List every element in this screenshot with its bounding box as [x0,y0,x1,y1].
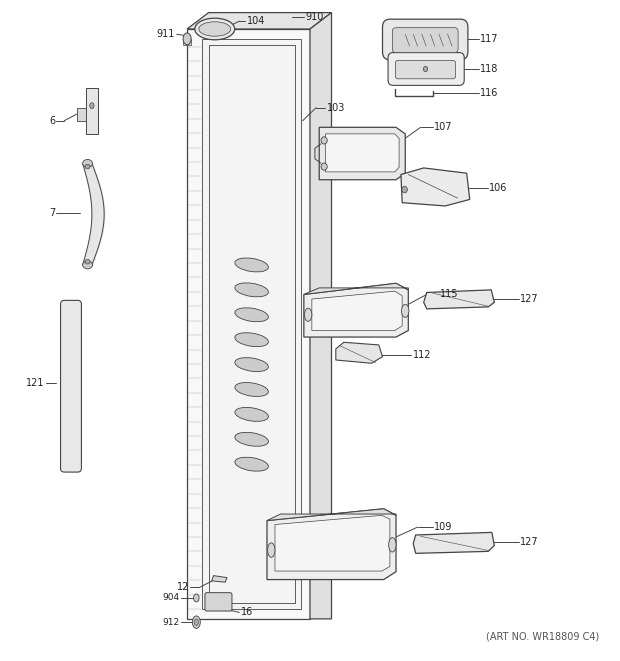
Text: 106: 106 [489,182,508,192]
Text: 7: 7 [49,208,55,217]
Ellipse shape [183,33,191,45]
Text: 127: 127 [520,537,539,547]
Ellipse shape [192,616,200,629]
Ellipse shape [389,537,396,552]
FancyBboxPatch shape [396,60,456,79]
Polygon shape [275,516,390,571]
Ellipse shape [90,102,94,108]
Polygon shape [310,13,332,619]
Ellipse shape [235,308,268,322]
Ellipse shape [235,258,268,272]
Text: 107: 107 [434,122,453,132]
Text: 116: 116 [480,88,498,98]
Ellipse shape [235,407,268,421]
Ellipse shape [321,137,327,144]
FancyBboxPatch shape [392,28,458,53]
Text: (ART NO. WR18809 C4): (ART NO. WR18809 C4) [485,632,599,642]
Ellipse shape [193,594,199,602]
Polygon shape [336,342,383,364]
Polygon shape [76,108,86,121]
Ellipse shape [304,308,312,321]
Polygon shape [304,284,409,337]
Polygon shape [312,292,402,330]
Polygon shape [423,290,494,309]
Polygon shape [86,88,98,134]
FancyBboxPatch shape [388,53,464,85]
Polygon shape [326,134,399,172]
Ellipse shape [402,304,409,317]
Text: 911: 911 [156,29,175,39]
Text: 103: 103 [327,102,345,112]
Ellipse shape [235,432,268,446]
Ellipse shape [235,457,268,471]
Ellipse shape [85,259,90,264]
Ellipse shape [82,159,92,167]
Ellipse shape [402,186,407,193]
Text: 16: 16 [241,607,253,617]
Text: 6: 6 [49,116,55,126]
Polygon shape [211,576,227,582]
Text: 12: 12 [177,582,189,592]
Ellipse shape [199,22,231,36]
Text: 109: 109 [434,522,453,532]
Ellipse shape [294,558,301,568]
Polygon shape [267,509,396,521]
Polygon shape [187,29,310,619]
Ellipse shape [82,261,92,269]
Text: 910: 910 [305,12,324,22]
FancyBboxPatch shape [383,19,468,59]
Polygon shape [304,284,409,294]
Polygon shape [187,13,332,29]
Polygon shape [267,509,396,580]
Ellipse shape [85,165,90,169]
Text: 104: 104 [247,16,265,26]
Polygon shape [413,532,494,553]
FancyBboxPatch shape [184,39,191,46]
Text: 118: 118 [480,64,498,74]
Ellipse shape [235,332,268,346]
Text: 112: 112 [413,350,431,360]
Ellipse shape [423,66,428,71]
Ellipse shape [321,163,327,171]
Text: 912: 912 [162,617,180,627]
Ellipse shape [194,619,198,625]
Text: 115: 115 [440,290,459,299]
Text: 117: 117 [480,34,498,44]
Ellipse shape [235,283,268,297]
Ellipse shape [235,358,268,371]
Ellipse shape [268,543,275,557]
FancyBboxPatch shape [205,593,232,611]
Ellipse shape [195,19,235,40]
Polygon shape [401,168,470,206]
FancyBboxPatch shape [61,300,81,472]
Polygon shape [319,128,405,180]
Text: 127: 127 [520,294,539,304]
Polygon shape [203,39,301,609]
Text: 904: 904 [162,594,180,602]
Text: eReplacementParts.com: eReplacementParts.com [216,323,404,338]
Ellipse shape [235,383,268,397]
Text: 121: 121 [26,378,45,388]
